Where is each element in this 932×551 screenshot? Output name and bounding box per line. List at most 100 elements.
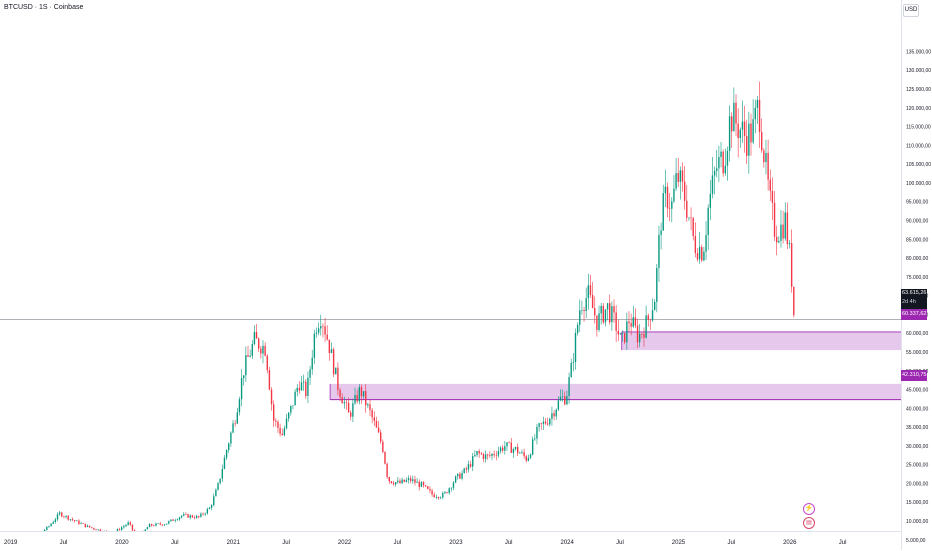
candle-body-230 — [496, 455, 497, 456]
candle-body-283 — [609, 303, 610, 322]
candle-body-258 — [556, 410, 557, 417]
candle-body-31 — [70, 519, 71, 520]
currency-selector[interactable]: USD — [903, 4, 919, 17]
candle-body-175 — [378, 428, 379, 433]
candle-body-228 — [491, 454, 492, 456]
lightning-icon[interactable]: ⚡ — [803, 503, 815, 515]
candle-body-130 — [282, 434, 283, 435]
candle-body-39 — [87, 526, 88, 527]
candle-body-297 — [639, 334, 640, 342]
candle-body-239 — [515, 447, 516, 449]
candle-body-264 — [568, 377, 569, 396]
candle-body-251 — [541, 423, 542, 424]
candle-body-242 — [521, 452, 522, 453]
candle-body-72 — [157, 523, 158, 524]
candle-body-153 — [331, 349, 332, 353]
candle-body-166 — [359, 387, 360, 401]
candle-body-224 — [483, 454, 484, 459]
price-tick-label: 85.000,00 — [906, 237, 928, 243]
candle-body-269 — [579, 310, 580, 325]
price-tick-label: 5.000,00 — [906, 538, 926, 544]
candle-body-26 — [59, 513, 60, 515]
candle-body-107 — [232, 423, 233, 432]
candle-body-255 — [549, 419, 550, 425]
price-chart[interactable] — [0, 0, 901, 531]
candle-body-220 — [474, 455, 475, 456]
candle-body-23 — [53, 522, 54, 524]
candle-body-199 — [429, 489, 430, 491]
candle-body-233 — [502, 448, 503, 451]
candle-body-334 — [718, 157, 719, 168]
price-tick-label: 110.000,00 — [906, 143, 931, 149]
candle-body-285 — [613, 306, 614, 312]
candle-body-156 — [337, 368, 338, 390]
time-tick-label: Jul — [839, 540, 847, 546]
time-tick-label: 2026 — [783, 540, 797, 546]
candle-body-201 — [434, 495, 435, 498]
candle-body-254 — [547, 423, 548, 424]
candle-body-142 — [307, 378, 308, 396]
demand-zone-1 — [622, 332, 901, 350]
candle-body-192 — [414, 479, 415, 483]
candle-body-352 — [757, 100, 758, 108]
candle-body-322 — [693, 218, 694, 236]
candle-body-279 — [600, 306, 601, 314]
candle-body-232 — [500, 448, 501, 452]
candle-body-180 — [389, 477, 390, 481]
candle-body-73 — [160, 523, 161, 524]
candle-body-117 — [254, 332, 255, 344]
candle-body-305 — [656, 268, 657, 302]
us-flag-icon[interactable]: ▤ — [803, 517, 815, 529]
candle-body-364 — [782, 225, 783, 239]
candle-body-356 — [765, 153, 766, 162]
candle-body-161 — [348, 403, 349, 413]
candle-body-221 — [476, 451, 477, 455]
price-tick-label: 80.000,00 — [906, 256, 928, 262]
candle-body-108 — [234, 423, 235, 424]
candle-body-324 — [697, 253, 698, 259]
candle-body-81 — [177, 519, 178, 520]
candle-body-341 — [733, 103, 734, 132]
candle-body-225 — [485, 454, 486, 459]
symbol-title[interactable]: BTCUSD · 1S · Coinbase — [4, 4, 83, 11]
candle-body-169 — [365, 391, 366, 405]
candle-body-182 — [393, 483, 394, 484]
candle-body-144 — [312, 358, 313, 370]
candle-body-109 — [237, 412, 238, 423]
candle-body-268 — [577, 325, 578, 333]
candle-body-171 — [369, 404, 370, 410]
candle-body-257 — [553, 413, 554, 416]
candle-body-256 — [551, 413, 552, 419]
candle-body-278 — [598, 313, 599, 330]
candle-body-70 — [153, 526, 154, 527]
price-tick-label: 25.000,00 — [906, 463, 928, 469]
candle-body-151 — [326, 335, 327, 340]
time-tick-label: 2024 — [561, 540, 575, 546]
candle-body-342 — [735, 103, 736, 124]
candle-body-27 — [61, 513, 62, 517]
price-tick-label: 35.000,00 — [906, 425, 928, 431]
candle-body-163 — [352, 403, 353, 416]
price-tick-label: 105.000,00 — [906, 162, 931, 168]
candle-body-178 — [384, 452, 385, 464]
candle-body-343 — [737, 124, 738, 138]
time-tick-label: 2021 — [227, 540, 241, 546]
time-tick-label: 2020 — [115, 540, 129, 546]
price-tick-label: 100.000,00 — [906, 181, 931, 187]
candle-body-139 — [301, 383, 302, 391]
candle-body-277 — [596, 315, 597, 330]
candle-body-300 — [645, 315, 646, 337]
candle-body-106 — [230, 433, 231, 444]
candle-body-94 — [204, 513, 205, 514]
candle-body-38 — [85, 524, 86, 527]
candle-body-313 — [673, 189, 674, 202]
candle-body-42 — [93, 528, 94, 529]
chart-area[interactable]: BTCUSD · 1S · Coinbase ⚡ ▤ — [0, 0, 901, 531]
candle-body-311 — [669, 208, 670, 209]
candle-body-348 — [748, 124, 749, 156]
time-tick-label: Jul — [394, 540, 402, 546]
candle-body-120 — [260, 349, 261, 354]
candle-body-168 — [363, 391, 364, 396]
